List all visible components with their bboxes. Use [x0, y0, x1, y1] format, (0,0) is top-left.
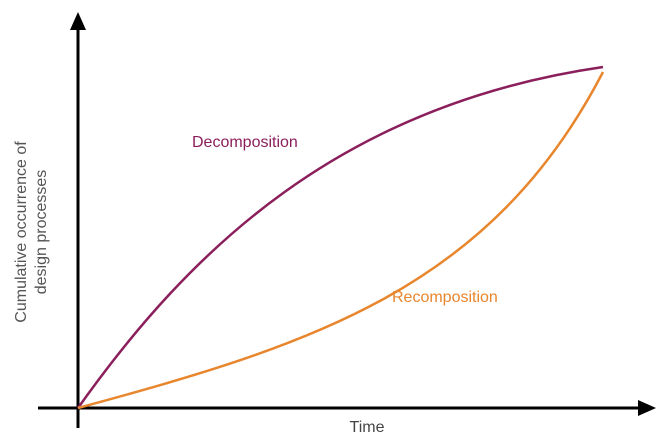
decomposition-curve [76, 65, 604, 409]
recomposition-label: Recomposition [392, 289, 498, 306]
x-axis-arrow [638, 400, 656, 416]
y-axis-label-line: Cumulative occurrence of [13, 141, 30, 323]
y-axis-label: Cumulative occurrence of design processe… [13, 141, 50, 323]
y-axis-arrow [70, 12, 86, 30]
decomposition-label: Decomposition [192, 134, 298, 151]
recomposition-curve [77, 71, 605, 410]
y-axis-label-line: design processes [33, 170, 50, 295]
x-axis-label: Time [350, 419, 385, 436]
